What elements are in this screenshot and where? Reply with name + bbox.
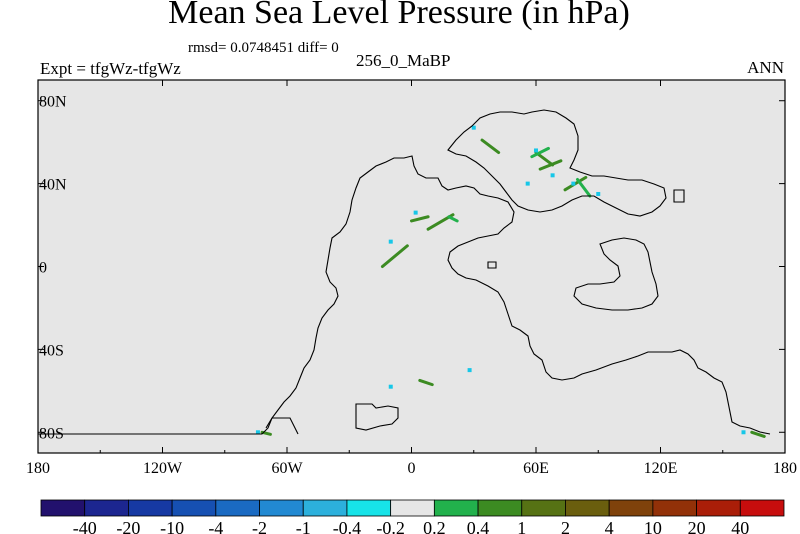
colorbar-label: -1 — [296, 518, 311, 534]
colorbar-label: 0.2 — [423, 518, 446, 534]
colorbar-swatch — [477, 499, 523, 517]
anomaly-dot — [255, 430, 260, 435]
stats-label: rmsd= 0.0748451 diff= 0 — [188, 40, 339, 56]
colorbar-label: 10 — [644, 518, 662, 534]
anomaly-dot — [571, 181, 576, 186]
colorbar-label: 2 — [561, 518, 570, 534]
x-tick-label: 180 — [26, 460, 50, 477]
season-label: ANN — [747, 58, 784, 77]
y-tick-label: 0 — [39, 260, 47, 277]
anomaly-streak — [418, 378, 434, 387]
anomaly-dot — [467, 368, 472, 373]
coastline-antarctic-west — [265, 417, 299, 435]
anomaly-dot — [525, 181, 530, 186]
colorbar-swatch — [565, 499, 610, 517]
coastline-eurasia-north — [447, 109, 667, 217]
anomaly-streak — [538, 159, 563, 171]
anomaly-dot — [471, 125, 476, 130]
anomaly-dot — [534, 148, 538, 153]
colorbar-swatch — [346, 499, 392, 517]
colorbar-label: 0.4 — [467, 518, 490, 534]
anomaly-streak — [380, 244, 409, 268]
colorbar-swatch — [390, 499, 435, 517]
anomaly-streak — [563, 175, 588, 192]
x-tick-label: 180 — [773, 460, 797, 477]
anomaly-dot — [550, 173, 555, 178]
colorbar-swatch — [128, 499, 173, 517]
y-tick-label: 40N — [39, 177, 67, 194]
experiment-label: Expt = tfgWz-tfgWz — [40, 59, 181, 78]
anomaly-streak — [576, 177, 592, 198]
colorbar-swatch — [652, 499, 697, 517]
x-tick-label: 120W — [143, 460, 183, 477]
anomaly-dot — [596, 191, 601, 196]
center-label: 256_0_MaBP — [356, 51, 450, 70]
anomaly-dot — [741, 430, 746, 435]
colorbar-swatch — [433, 499, 479, 517]
anomaly-streak — [750, 430, 766, 438]
colorbar-swatch — [259, 499, 304, 517]
coastline-americas-africa — [38, 155, 771, 435]
coastline-outlines — [38, 109, 771, 435]
coastline-island-small — [487, 261, 497, 269]
colorbar-swatch — [302, 499, 348, 517]
colorbar-label: 4 — [605, 518, 614, 534]
colorbar: -40 -20 -10 -4 -2 -1 -0.4 -0.2 0.2 0.4 1 2 4 10 20 40 — [40, 499, 785, 534]
colorbar-label: -0.2 — [376, 518, 405, 534]
colorbar-swatch — [521, 499, 566, 517]
map-panel — [38, 80, 785, 453]
colorbar-label: -0.4 — [333, 518, 362, 534]
colorbar-swatch — [84, 499, 129, 517]
colorbar-label: -4 — [208, 518, 223, 534]
anomaly-streak — [530, 146, 550, 159]
colorbar-swatch — [215, 499, 260, 517]
y-tick-label: 80S — [39, 425, 64, 442]
colorbar-swatch — [40, 499, 86, 517]
anomaly-dot — [388, 239, 393, 244]
anomaly-streak — [447, 215, 459, 223]
anomaly-dot — [388, 384, 393, 389]
colorbar-label: -20 — [116, 518, 140, 534]
colorbar-label: -10 — [160, 518, 184, 534]
anomaly-dot — [413, 210, 418, 215]
colorbar-label: 40 — [731, 518, 749, 534]
x-tick-label: 60W — [271, 460, 303, 477]
colorbar-label: -2 — [252, 518, 267, 534]
anomaly-streak — [410, 215, 430, 223]
colorbar-swatch — [696, 499, 741, 517]
y-tick-label: 80N — [39, 94, 67, 111]
colorbar-swatch — [171, 499, 217, 517]
y-tick-label: 40S — [39, 342, 64, 359]
x-tick-label: 0 — [408, 460, 416, 477]
colorbar-label: -40 — [73, 518, 97, 534]
x-tick-label: 60E — [523, 460, 549, 477]
colorbar-label: 1 — [517, 518, 526, 534]
colorbar-swatch — [608, 499, 654, 517]
axis-ticks: 180 120W 60W 0 60E 120E 180 80N 40N 0 40S 80S — [26, 80, 797, 477]
colorbar-swatch — [739, 499, 785, 517]
x-tick-label: 120E — [644, 460, 678, 477]
chart-title: Mean Sea Level Pressure (in hPa) — [168, 0, 630, 31]
anomaly-streak — [480, 138, 501, 155]
colorbar-label: 20 — [688, 518, 706, 534]
anomaly-layer — [255, 125, 766, 438]
coastline-island-east — [673, 189, 685, 203]
coastline-asia-south — [573, 237, 659, 311]
coastline-antarctic-island — [355, 403, 399, 431]
